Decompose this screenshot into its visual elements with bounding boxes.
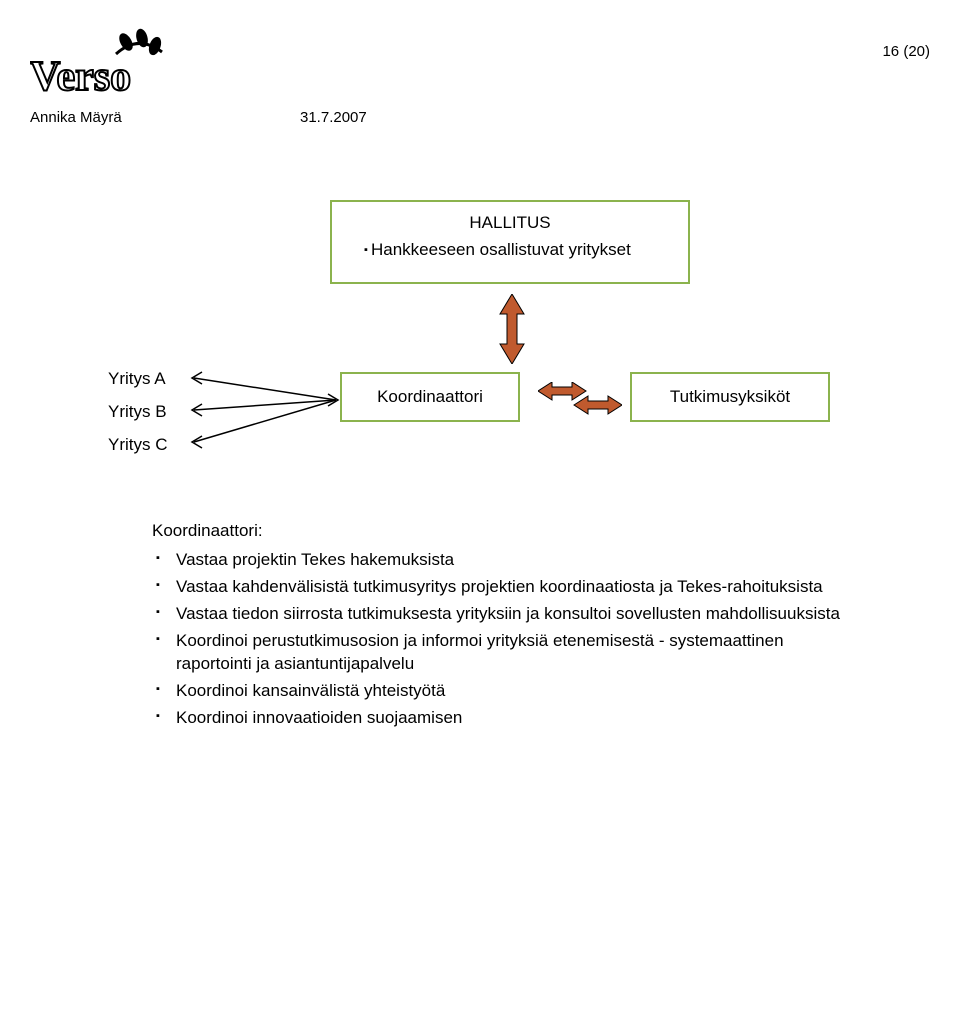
page-number: 16 (20) xyxy=(882,42,930,62)
company-c: Yritys C xyxy=(108,434,168,457)
company-a: Yritys A xyxy=(108,368,168,391)
koord-box-label: Koordinaattori xyxy=(377,386,483,409)
verso-logo: Verso xyxy=(30,28,180,113)
koordinaattori-list: Koordinaattori: Vastaa projektin Tekes h… xyxy=(152,520,852,734)
hallitus-title: HALLITUS xyxy=(350,212,670,235)
list-item: Koordinoi innovaatioiden suojaamisen xyxy=(176,707,852,730)
list-item: Vastaa kahdenvälisistä tutkimusyritys pr… xyxy=(176,576,852,599)
fan-connector-icon xyxy=(186,366,346,483)
double-arrow-vertical-icon xyxy=(498,294,526,371)
koordinaattori-box: Koordinaattori xyxy=(340,372,520,422)
tutkimusyksikot-box: Tutkimusyksiköt xyxy=(630,372,830,422)
company-b: Yritys B xyxy=(108,401,168,424)
list-title: Koordinaattori: xyxy=(152,520,852,543)
list-item: Vastaa tiedon siirrosta tutkimuksesta yr… xyxy=(176,603,852,626)
org-diagram: HALLITUS Hankkeeseen osallistuvat yrityk… xyxy=(0,200,960,560)
double-arrow-horizontal-icon xyxy=(538,382,622,423)
list-item: Koordinoi perustutkimusosion ja informoi… xyxy=(176,630,852,676)
list-item: Koordinoi kansainvälistä yhteistyötä xyxy=(176,680,852,703)
page-header: Verso 16 (20) xyxy=(30,28,930,128)
hallitus-subtitle: Hankkeeseen osallistuvat yritykset xyxy=(350,239,670,262)
svg-text:Verso: Verso xyxy=(30,54,131,100)
company-list: Yritys A Yritys B Yritys C xyxy=(108,368,168,467)
list-item: Vastaa projektin Tekes hakemuksista xyxy=(176,549,852,572)
author-name: Annika Mäyrä xyxy=(30,108,122,128)
hallitus-box: HALLITUS Hankkeeseen osallistuvat yrityk… xyxy=(330,200,690,284)
tutk-box-label: Tutkimusyksiköt xyxy=(670,386,790,409)
doc-date: 31.7.2007 xyxy=(300,108,367,128)
